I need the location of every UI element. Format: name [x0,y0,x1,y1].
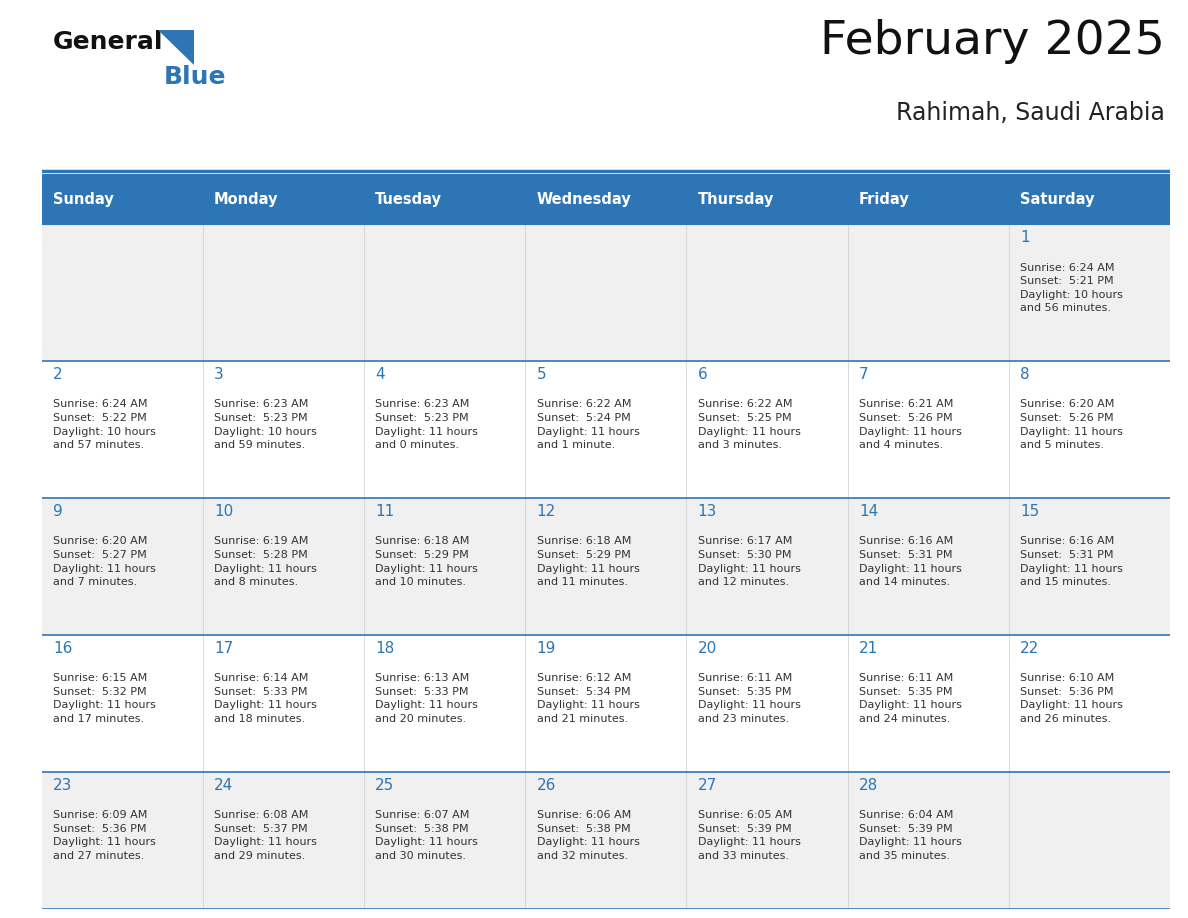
Text: 11: 11 [375,504,394,519]
Text: Rahimah, Saudi Arabia: Rahimah, Saudi Arabia [896,100,1164,125]
Text: Sunrise: 6:04 AM
Sunset:  5:39 PM
Daylight: 11 hours
and 35 minutes.: Sunrise: 6:04 AM Sunset: 5:39 PM Dayligh… [859,810,962,861]
Text: 17: 17 [214,641,233,655]
Text: 3: 3 [214,367,223,382]
FancyBboxPatch shape [42,498,1170,635]
Text: Sunrise: 6:21 AM
Sunset:  5:26 PM
Daylight: 11 hours
and 4 minutes.: Sunrise: 6:21 AM Sunset: 5:26 PM Dayligh… [859,399,962,450]
Text: Saturday: Saturday [1020,192,1094,207]
Text: Sunrise: 6:16 AM
Sunset:  5:31 PM
Daylight: 11 hours
and 14 minutes.: Sunrise: 6:16 AM Sunset: 5:31 PM Dayligh… [859,536,962,588]
Text: Sunrise: 6:05 AM
Sunset:  5:39 PM
Daylight: 11 hours
and 33 minutes.: Sunrise: 6:05 AM Sunset: 5:39 PM Dayligh… [697,810,801,861]
Text: Sunrise: 6:24 AM
Sunset:  5:22 PM
Daylight: 10 hours
and 57 minutes.: Sunrise: 6:24 AM Sunset: 5:22 PM Dayligh… [53,399,156,450]
Text: Thursday: Thursday [697,192,775,207]
Text: Sunrise: 6:22 AM
Sunset:  5:24 PM
Daylight: 11 hours
and 1 minute.: Sunrise: 6:22 AM Sunset: 5:24 PM Dayligh… [537,399,639,450]
FancyBboxPatch shape [687,174,848,224]
FancyBboxPatch shape [364,174,525,224]
Text: Sunrise: 6:23 AM
Sunset:  5:23 PM
Daylight: 10 hours
and 59 minutes.: Sunrise: 6:23 AM Sunset: 5:23 PM Dayligh… [214,399,317,450]
Text: Sunrise: 6:09 AM
Sunset:  5:36 PM
Daylight: 11 hours
and 27 minutes.: Sunrise: 6:09 AM Sunset: 5:36 PM Dayligh… [53,810,156,861]
FancyBboxPatch shape [42,224,1170,362]
Text: Sunrise: 6:16 AM
Sunset:  5:31 PM
Daylight: 11 hours
and 15 minutes.: Sunrise: 6:16 AM Sunset: 5:31 PM Dayligh… [1020,536,1123,588]
Text: Sunrise: 6:24 AM
Sunset:  5:21 PM
Daylight: 10 hours
and 56 minutes.: Sunrise: 6:24 AM Sunset: 5:21 PM Dayligh… [1020,263,1123,313]
Text: 19: 19 [537,641,556,655]
Text: Sunrise: 6:18 AM
Sunset:  5:29 PM
Daylight: 11 hours
and 11 minutes.: Sunrise: 6:18 AM Sunset: 5:29 PM Dayligh… [537,536,639,588]
Text: Sunrise: 6:23 AM
Sunset:  5:23 PM
Daylight: 11 hours
and 0 minutes.: Sunrise: 6:23 AM Sunset: 5:23 PM Dayligh… [375,399,479,450]
Text: 12: 12 [537,504,556,519]
FancyBboxPatch shape [42,362,1170,498]
FancyBboxPatch shape [525,174,687,224]
Text: 22: 22 [1020,641,1040,655]
FancyBboxPatch shape [42,772,1170,909]
Text: Sunrise: 6:17 AM
Sunset:  5:30 PM
Daylight: 11 hours
and 12 minutes.: Sunrise: 6:17 AM Sunset: 5:30 PM Dayligh… [697,536,801,588]
Text: Sunrise: 6:20 AM
Sunset:  5:27 PM
Daylight: 11 hours
and 7 minutes.: Sunrise: 6:20 AM Sunset: 5:27 PM Dayligh… [53,536,156,588]
Text: Sunrise: 6:11 AM
Sunset:  5:35 PM
Daylight: 11 hours
and 23 minutes.: Sunrise: 6:11 AM Sunset: 5:35 PM Dayligh… [697,673,801,724]
Text: Wednesday: Wednesday [537,192,631,207]
Text: 14: 14 [859,504,878,519]
Text: General: General [53,29,164,54]
Text: 4: 4 [375,367,385,382]
FancyBboxPatch shape [1009,174,1170,224]
Text: 15: 15 [1020,504,1040,519]
Text: 23: 23 [53,778,72,793]
Text: Sunrise: 6:10 AM
Sunset:  5:36 PM
Daylight: 11 hours
and 26 minutes.: Sunrise: 6:10 AM Sunset: 5:36 PM Dayligh… [1020,673,1123,724]
Text: Sunrise: 6:06 AM
Sunset:  5:38 PM
Daylight: 11 hours
and 32 minutes.: Sunrise: 6:06 AM Sunset: 5:38 PM Dayligh… [537,810,639,861]
Text: 20: 20 [697,641,718,655]
FancyBboxPatch shape [42,174,203,224]
Text: Sunrise: 6:12 AM
Sunset:  5:34 PM
Daylight: 11 hours
and 21 minutes.: Sunrise: 6:12 AM Sunset: 5:34 PM Dayligh… [537,673,639,724]
Text: Sunrise: 6:13 AM
Sunset:  5:33 PM
Daylight: 11 hours
and 20 minutes.: Sunrise: 6:13 AM Sunset: 5:33 PM Dayligh… [375,673,479,724]
Text: Tuesday: Tuesday [375,192,442,207]
Text: Sunrise: 6:18 AM
Sunset:  5:29 PM
Daylight: 11 hours
and 10 minutes.: Sunrise: 6:18 AM Sunset: 5:29 PM Dayligh… [375,536,479,588]
Text: Sunrise: 6:20 AM
Sunset:  5:26 PM
Daylight: 11 hours
and 5 minutes.: Sunrise: 6:20 AM Sunset: 5:26 PM Dayligh… [1020,399,1123,450]
Text: Blue: Blue [164,65,226,89]
Text: 5: 5 [537,367,546,382]
Text: 16: 16 [53,641,72,655]
Text: 2: 2 [53,367,63,382]
Polygon shape [158,29,194,65]
Text: Sunrise: 6:22 AM
Sunset:  5:25 PM
Daylight: 11 hours
and 3 minutes.: Sunrise: 6:22 AM Sunset: 5:25 PM Dayligh… [697,399,801,450]
Text: February 2025: February 2025 [820,18,1164,63]
FancyBboxPatch shape [848,174,1009,224]
Text: 13: 13 [697,504,718,519]
Text: 27: 27 [697,778,718,793]
Text: Sunday: Sunday [53,192,114,207]
Text: Sunrise: 6:11 AM
Sunset:  5:35 PM
Daylight: 11 hours
and 24 minutes.: Sunrise: 6:11 AM Sunset: 5:35 PM Dayligh… [859,673,962,724]
Text: 18: 18 [375,641,394,655]
Text: Sunrise: 6:14 AM
Sunset:  5:33 PM
Daylight: 11 hours
and 18 minutes.: Sunrise: 6:14 AM Sunset: 5:33 PM Dayligh… [214,673,317,724]
Text: Friday: Friday [859,192,910,207]
Text: 26: 26 [537,778,556,793]
Text: 28: 28 [859,778,878,793]
Text: Sunrise: 6:07 AM
Sunset:  5:38 PM
Daylight: 11 hours
and 30 minutes.: Sunrise: 6:07 AM Sunset: 5:38 PM Dayligh… [375,810,479,861]
Text: 7: 7 [859,367,868,382]
Text: 25: 25 [375,778,394,793]
Text: 6: 6 [697,367,708,382]
Text: 9: 9 [53,504,63,519]
Text: Sunrise: 6:19 AM
Sunset:  5:28 PM
Daylight: 11 hours
and 8 minutes.: Sunrise: 6:19 AM Sunset: 5:28 PM Dayligh… [214,536,317,588]
Text: 10: 10 [214,504,233,519]
Text: 1: 1 [1020,230,1030,245]
Text: Sunrise: 6:15 AM
Sunset:  5:32 PM
Daylight: 11 hours
and 17 minutes.: Sunrise: 6:15 AM Sunset: 5:32 PM Dayligh… [53,673,156,724]
FancyBboxPatch shape [203,174,364,224]
Text: 8: 8 [1020,367,1030,382]
Text: Monday: Monday [214,192,279,207]
Text: 21: 21 [859,641,878,655]
FancyBboxPatch shape [42,635,1170,772]
Text: 24: 24 [214,778,233,793]
Text: Sunrise: 6:08 AM
Sunset:  5:37 PM
Daylight: 11 hours
and 29 minutes.: Sunrise: 6:08 AM Sunset: 5:37 PM Dayligh… [214,810,317,861]
